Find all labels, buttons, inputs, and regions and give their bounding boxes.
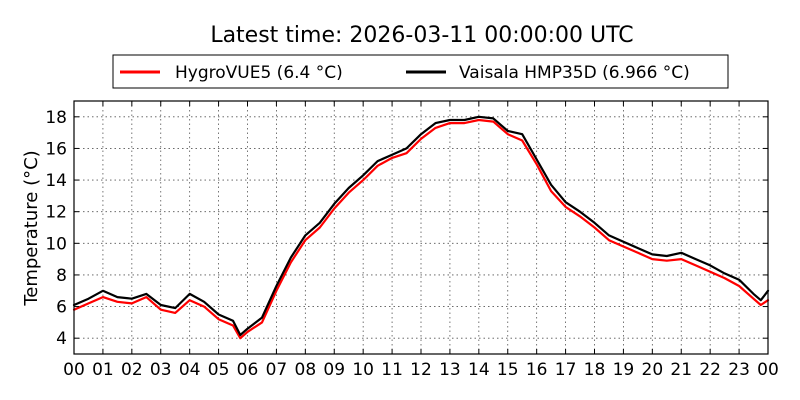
x-tick-label: 06: [237, 360, 259, 380]
y-tick-label: 4: [56, 329, 67, 349]
x-tick-label: 16: [526, 360, 548, 380]
x-tick-label: 17: [555, 360, 577, 380]
x-tick-label: 05: [208, 360, 230, 380]
y-tick-label: 16: [45, 139, 67, 159]
x-tick-label: 07: [266, 360, 288, 380]
x-tick-label: 22: [699, 360, 721, 380]
y-tick-label: 14: [45, 171, 67, 191]
x-tick-label: 20: [642, 360, 664, 380]
x-tick-label: 11: [381, 360, 403, 380]
x-tick-label: 00: [63, 360, 85, 380]
y-tick-label: 8: [56, 266, 67, 286]
legend-label-hygrovue5: HygroVUE5 (6.4 °C): [175, 63, 343, 83]
x-tick-label: 21: [670, 360, 692, 380]
x-tick-label: 14: [468, 360, 490, 380]
series-line-vaisala: [72, 115, 770, 337]
y-tick-label: 18: [45, 108, 67, 128]
series-line-hygrovue5: [72, 118, 770, 340]
legend: HygroVUE5 (6.4 °C) Vaisala HMP35D (6.966…: [112, 54, 729, 89]
legend-label-vaisala: Vaisala HMP35D (6.966 °C): [459, 63, 690, 83]
series-layer: [72, 115, 770, 340]
y-axis-label: Temperature (°C): [21, 150, 42, 306]
x-tick-label: 15: [497, 360, 519, 380]
x-tick-label: 12: [410, 360, 432, 380]
x-tick-label: 08: [295, 360, 317, 380]
x-tick-label: 03: [150, 360, 172, 380]
grid: [74, 101, 768, 354]
y-tick-label: 10: [45, 234, 67, 254]
x-tick-label: 10: [352, 360, 374, 380]
x-tick-label: 04: [179, 360, 201, 380]
chart-title: Latest time: 2026-03-11 00:00:00 UTC: [210, 23, 633, 48]
x-tick-label: 02: [121, 360, 143, 380]
x-tick-label: 18: [584, 360, 606, 380]
x-tick-label: 01: [92, 360, 114, 380]
tick-layer: 00 01 02 03 04 05 06 07 08 09 10 11 12 13 14 15 16 17 18 19…: [45, 101, 779, 380]
x-tick-label: 09: [323, 360, 345, 380]
x-tick-label: 19: [613, 360, 635, 380]
y-tick-label: 12: [45, 203, 67, 223]
x-tick-label: 23: [728, 360, 750, 380]
x-tick-label: 00: [757, 360, 779, 380]
y-tick-label: 6: [56, 298, 67, 318]
plot-frame: [73, 100, 769, 355]
x-tick-label: 13: [439, 360, 461, 380]
